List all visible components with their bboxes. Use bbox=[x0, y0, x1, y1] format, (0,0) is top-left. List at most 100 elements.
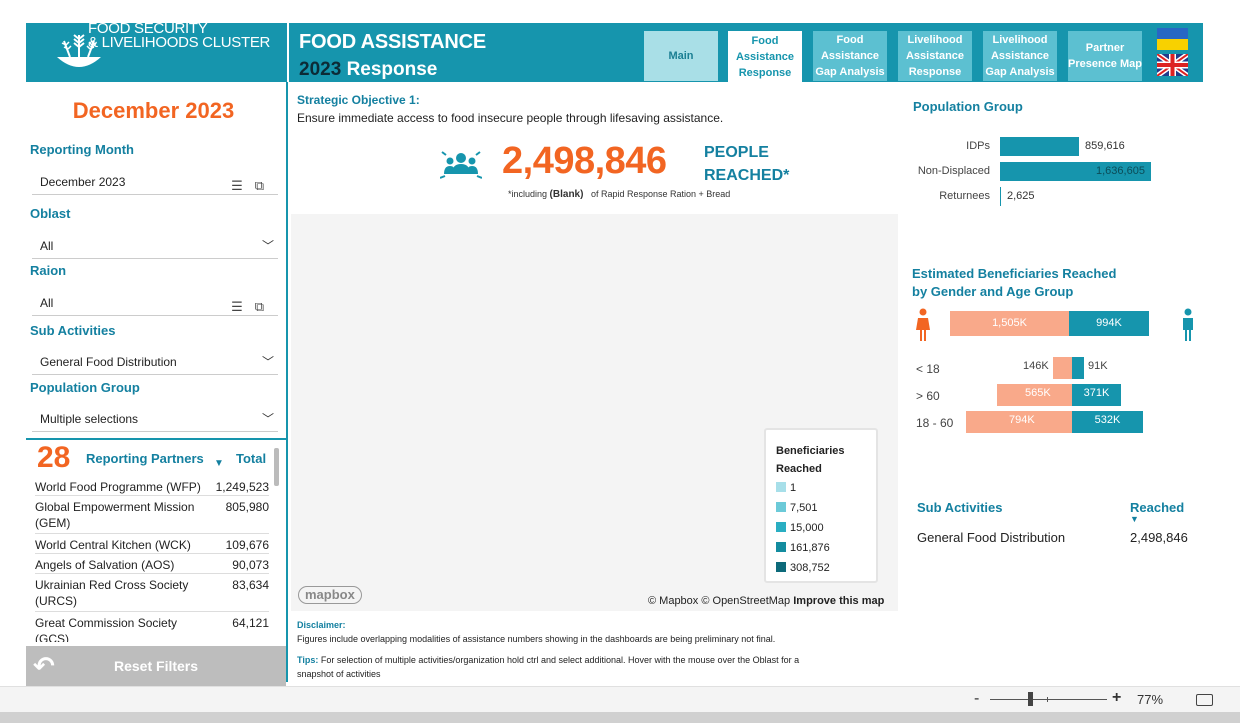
zoom-slider-track[interactable] bbox=[990, 699, 1107, 700]
raion-select[interactable]: All ☰⧉ bbox=[32, 291, 278, 316]
tips-body: For selection of multiple activities/org… bbox=[297, 655, 800, 679]
reporting-month-value: December 2023 bbox=[40, 175, 126, 189]
tab-livelihood-assistance-gap-analysis[interactable]: Livelihood Assistance Gap Analysis bbox=[983, 31, 1057, 81]
reached-header[interactable]: Reached bbox=[1130, 500, 1185, 515]
table-row: Ukrainian Red Cross Society (URCS) 83,63… bbox=[35, 577, 269, 612]
tips-text: Tips: For selection of multiple activiti… bbox=[297, 653, 837, 681]
zoom-slider-thumb[interactable] bbox=[1028, 692, 1033, 706]
population-group-label: Returnees bbox=[939, 190, 990, 202]
male-age-bar[interactable]: 532K bbox=[1072, 411, 1143, 433]
gender-age-title: Estimated Beneficiaries Reached by Gende… bbox=[912, 265, 1116, 301]
zoom-in-button[interactable]: + bbox=[1112, 689, 1122, 706]
population-group-value: 859,616 bbox=[1085, 140, 1125, 152]
kpi-note-suffix: of Rapid Response Ration + Bread bbox=[590, 189, 731, 199]
cluster-logo bbox=[26, 23, 287, 82]
population-group-select[interactable]: Multiple selections ﹀ bbox=[32, 407, 278, 432]
partners-divider bbox=[26, 438, 286, 440]
mapbox-logo[interactable]: mapbox bbox=[298, 586, 362, 604]
tab-food-assistance-response[interactable]: Food Assistance Response bbox=[728, 31, 802, 82]
logo-line-3: & LIVELIHOODS CLUSTER bbox=[88, 34, 271, 51]
population-group-label: Non-Displaced bbox=[917, 165, 990, 177]
population-group-value: 2,625 bbox=[1007, 190, 1035, 202]
partner-count: 28 bbox=[37, 441, 71, 474]
disclaimer-text: Figures include overlapping modalities o… bbox=[297, 634, 776, 644]
reporting-month-label: Reporting Month bbox=[30, 142, 134, 157]
uk-flag-icon[interactable] bbox=[1157, 54, 1188, 76]
table-row: Angels of Salvation (AOS) 90,073 bbox=[35, 557, 269, 574]
tab-food-assistance-gap-analysis[interactable]: Food Assistance Gap Analysis bbox=[813, 31, 887, 81]
logo-line-2: FOOD SECURITY bbox=[88, 20, 208, 37]
male-age-bar[interactable] bbox=[1072, 357, 1084, 379]
population-group-bar[interactable] bbox=[1000, 187, 1001, 206]
page-title: FOOD ASSISTANCE bbox=[299, 31, 487, 53]
tab-livelihood-assistance-response[interactable]: Livelihood Assistance Response bbox=[898, 31, 972, 81]
partners-scrollbar[interactable] bbox=[274, 448, 279, 486]
population-group-bar[interactable] bbox=[1000, 137, 1079, 156]
partner-name: Ukrainian Red Cross Society (URCS) bbox=[35, 578, 189, 608]
raion-value: All bbox=[40, 296, 54, 310]
people-reached-label: PEOPLE REACHED* bbox=[704, 141, 789, 187]
oblast-select[interactable]: All ﹀ bbox=[32, 234, 278, 259]
table-row: Great Commission Society (GCS) 64,121 bbox=[35, 615, 269, 642]
filter-icon[interactable]: ☰⧉ bbox=[231, 178, 276, 193]
partner-name: Great Commission Society (GCS) bbox=[35, 616, 178, 642]
oblast-label: Oblast bbox=[30, 206, 71, 221]
disclaimer-title: Disclaimer: bbox=[297, 620, 346, 630]
sub-activities-select[interactable]: General Food Distribution ﹀ bbox=[32, 350, 278, 375]
undo-arrow-icon: ↶ bbox=[33, 651, 55, 681]
female-total-bar[interactable]: 1,505K bbox=[950, 311, 1069, 336]
zoom-level: 77% bbox=[1137, 692, 1164, 707]
partner-value: 64,121 bbox=[232, 616, 269, 630]
partner-value: 1,249,523 bbox=[215, 480, 269, 494]
legend-title: Beneficiaries Reached bbox=[776, 445, 845, 475]
attribution-text[interactable]: © Mapbox © OpenStreetMap bbox=[648, 595, 791, 607]
legend-item: 308,752 bbox=[776, 562, 830, 574]
reporting-month-select[interactable]: December 2023 ☰⧉ bbox=[32, 170, 278, 195]
legend-item: 7,501 bbox=[776, 502, 818, 514]
fit-to-page-icon[interactable] bbox=[1196, 694, 1213, 706]
improve-map-link[interactable]: Improve this map bbox=[793, 595, 885, 607]
header-divider bbox=[287, 23, 289, 82]
table-row: World Food Programme (WFP) 1,249,523 bbox=[35, 479, 269, 496]
tab-partner-presence-map[interactable]: Partner Presence Map bbox=[1068, 31, 1142, 81]
male-age-bar[interactable]: 371K bbox=[1072, 384, 1121, 406]
partners-total-header[interactable]: Total bbox=[236, 451, 267, 466]
sub-activity-value: 2,498,846 bbox=[1130, 530, 1188, 545]
female-age-value: 146K bbox=[1023, 360, 1049, 372]
male-total-bar[interactable]: 994K bbox=[1069, 311, 1149, 336]
title-word: Response bbox=[346, 59, 438, 80]
gender-age-title-line-1: Estimated Beneficiaries Reached bbox=[912, 266, 1117, 281]
kpi-label-line-2: REACHED* bbox=[704, 167, 790, 184]
objective-title: Strategic Objective 1: bbox=[297, 93, 420, 107]
filter-clear-icon[interactable]: ☰⧉ bbox=[231, 299, 276, 314]
partner-name: World Food Programme (WFP) bbox=[35, 480, 201, 494]
partner-name: Angels of Salvation (AOS) bbox=[35, 558, 175, 572]
legend-label: 161,876 bbox=[790, 542, 830, 554]
reset-filters-label: Reset Filters bbox=[114, 658, 199, 674]
female-age-bar[interactable]: 794K bbox=[966, 411, 1072, 433]
tab-main[interactable]: Main bbox=[644, 31, 718, 81]
top-sliver bbox=[0, 0, 1240, 10]
ukraine-flag-icon[interactable] bbox=[1157, 28, 1188, 50]
filter-panel: December 2023 Reporting Month December 2… bbox=[26, 82, 288, 682]
legend-item: 161,876 bbox=[776, 542, 830, 554]
age-group-label: 18 - 60 bbox=[916, 416, 954, 430]
legend-label: 7,501 bbox=[790, 502, 818, 514]
female-age-bar[interactable]: 565K bbox=[997, 384, 1072, 406]
map-attribution: © Mapbox © OpenStreetMap Improve this ma… bbox=[648, 595, 884, 607]
population-group-title: Population Group bbox=[913, 99, 1023, 114]
kpi-note-prefix: *including bbox=[508, 189, 548, 199]
sort-desc-icon[interactable]: ▼ bbox=[1130, 514, 1139, 524]
zoom-slider-tick bbox=[1047, 697, 1048, 702]
female-age-bar[interactable] bbox=[1053, 357, 1072, 379]
male-age-value: 91K bbox=[1088, 360, 1108, 372]
reset-filters-button[interactable]: ↶ Reset Filters bbox=[26, 646, 286, 686]
legend-label: 1 bbox=[790, 482, 797, 494]
sort-desc-icon[interactable]: ▼ bbox=[214, 458, 224, 469]
population-group-bar[interactable] bbox=[1000, 162, 1151, 181]
wheat-bowl-icon bbox=[57, 34, 101, 67]
sub-activity-name: General Food Distribution bbox=[917, 530, 1066, 545]
people-group-icon bbox=[440, 151, 482, 179]
kpi-note-blank: (Blank) bbox=[549, 189, 584, 200]
zoom-out-button[interactable]: - bbox=[974, 690, 980, 707]
